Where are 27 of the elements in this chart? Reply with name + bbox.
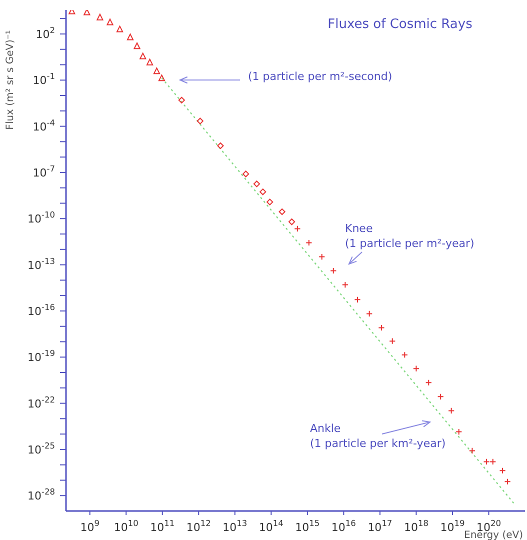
y-tick-label: 10$^{-16}$ [28, 302, 55, 318]
annotation: Ankle (1 particle per km²-year) [310, 422, 446, 450]
x-tick-label: 10$^{9}$ [80, 518, 100, 534]
x-tick-label: 10$^{19}$ [440, 518, 465, 534]
x-tick-label: 10$^{16}$ [331, 518, 356, 534]
y-axis-title: Flux (m² sr s GeV)⁻¹ [5, 30, 16, 130]
x-tick-label: 10$^{15}$ [295, 518, 320, 534]
x-tick-label: 10$^{12}$ [186, 518, 211, 534]
y-tick-label: 10$^{-28}$ [28, 486, 55, 503]
y-tick-label: 10$^{-7}$ [32, 163, 55, 180]
y-tick-label: 10$^{-10}$ [28, 210, 55, 226]
y-tick-label: 10$^{-19}$ [28, 348, 55, 364]
x-tick-label: 10$^{13}$ [222, 518, 248, 534]
y-tick-label: 10$^{-25}$ [28, 440, 55, 456]
y-tick-label: 10$^{-13}$ [28, 256, 55, 272]
x-tick-label: 10$^{10}$ [114, 518, 138, 534]
x-tick-label: 10$^{11}$ [150, 518, 175, 534]
x-tick-label: 10$^{17}$ [368, 518, 392, 534]
x-tick-label: 10$^{18}$ [404, 518, 428, 534]
y-tick-label: 10$^{-4}$ [32, 117, 55, 134]
annotation: Knee (1 particle per m²-year) [345, 222, 474, 250]
y-tick-label: 10$^{-22}$ [28, 394, 55, 410]
y-tick-label: 10$^{2}$ [36, 24, 55, 41]
y-tick-label: 10$^{-1}$ [32, 71, 55, 88]
x-tick-label: 10$^{14}$ [258, 518, 284, 534]
text: Fluxes of Cosmic Rays [328, 17, 473, 32]
annotation: (1 particle per m²-second) [248, 70, 392, 83]
